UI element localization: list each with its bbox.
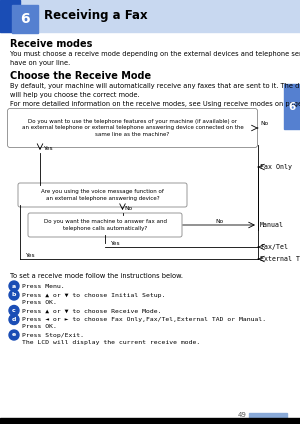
Circle shape <box>9 290 19 300</box>
Circle shape <box>9 281 19 291</box>
Bar <box>0 418 300 424</box>
Text: Fax/Tel: Fax/Tel <box>260 244 288 250</box>
Text: External TAD: External TAD <box>260 256 300 262</box>
Text: d: d <box>12 317 16 322</box>
Text: c: c <box>12 308 16 313</box>
Text: Receiving a Fax: Receiving a Fax <box>44 9 148 22</box>
Bar <box>0 0 300 32</box>
Text: Are you using the voice message function of
an external telephone answering devi: Are you using the voice message function… <box>41 189 164 201</box>
Text: Yes: Yes <box>25 253 34 258</box>
Bar <box>12 5 38 33</box>
Circle shape <box>9 315 19 324</box>
Text: Fax Only: Fax Only <box>260 164 292 170</box>
Text: 6: 6 <box>20 12 30 26</box>
Text: Press Menu.: Press Menu. <box>22 284 64 289</box>
Text: Do you want the machine to answer fax and
telephone calls automatically?: Do you want the machine to answer fax an… <box>44 219 166 231</box>
Text: For more detailed information on the receive modes, see Using receive modes on p: For more detailed information on the rec… <box>10 101 300 107</box>
FancyBboxPatch shape <box>8 109 257 148</box>
Text: 49: 49 <box>238 412 247 418</box>
Text: Manual: Manual <box>260 222 284 228</box>
Text: Yes: Yes <box>110 241 120 246</box>
Text: Yes: Yes <box>43 147 52 151</box>
Circle shape <box>9 306 19 315</box>
FancyBboxPatch shape <box>18 183 187 207</box>
Text: Choose the Receive Mode: Choose the Receive Mode <box>10 71 151 81</box>
Bar <box>284 84 300 129</box>
Text: a: a <box>12 284 16 288</box>
Text: Press Stop/Exit.
The LCD will display the current receive mode.: Press Stop/Exit. The LCD will display th… <box>22 333 200 345</box>
Text: You must choose a receive mode depending on the external devices and telephone s: You must choose a receive mode depending… <box>10 51 300 65</box>
Bar <box>0 0 20 32</box>
Text: No: No <box>260 121 268 126</box>
Text: Press ◄ or ► to choose Fax Only,Fax/Tel,External TAD or Manual.
Press OK.: Press ◄ or ► to choose Fax Only,Fax/Tel,… <box>22 318 266 329</box>
Text: No: No <box>215 219 223 224</box>
FancyBboxPatch shape <box>28 213 182 237</box>
Circle shape <box>9 330 19 340</box>
Text: By default, your machine will automatically receive any faxes that are sent to i: By default, your machine will automatica… <box>10 83 300 98</box>
Text: Press ▲ or ▼ to choose Initial Setup.
Press OK.: Press ▲ or ▼ to choose Initial Setup. Pr… <box>22 293 165 304</box>
Text: 6: 6 <box>288 102 296 112</box>
Text: Do you want to use the telephone features of your machine (if available) or
an e: Do you want to use the telephone feature… <box>22 119 243 137</box>
Bar <box>249 413 287 418</box>
Text: Receive modes: Receive modes <box>10 39 92 49</box>
Text: e: e <box>12 332 16 338</box>
Text: To set a receive mode follow the instructions below.: To set a receive mode follow the instruc… <box>10 273 183 279</box>
Text: No: No <box>124 206 133 212</box>
Text: b: b <box>12 293 16 298</box>
Text: Press ▲ or ▼ to choose Receive Mode.: Press ▲ or ▼ to choose Receive Mode. <box>22 309 161 313</box>
